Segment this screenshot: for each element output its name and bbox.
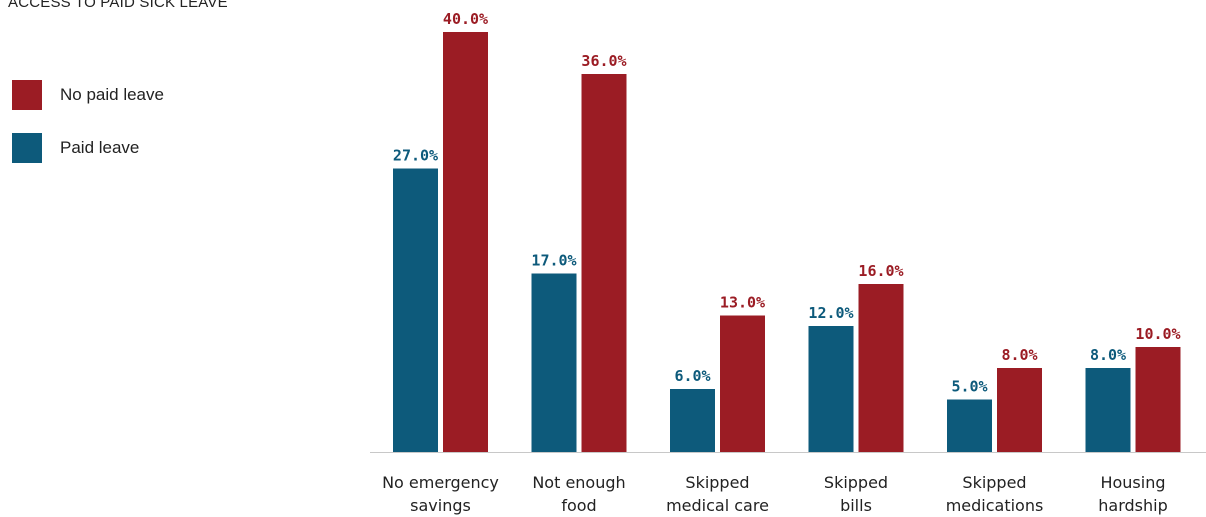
bar-no-paid-leave xyxy=(858,284,904,452)
data-label-paid-leave: 27.0% xyxy=(393,147,438,165)
bar-no-paid-leave xyxy=(997,368,1042,452)
data-label-no-paid-leave: 8.0% xyxy=(1001,346,1037,364)
data-label-no-paid-leave: 40.0% xyxy=(443,10,488,28)
category-label: Skipped medical care xyxy=(666,473,769,515)
category-label: No emergency savings xyxy=(382,473,499,515)
legend-swatch-paid-leave xyxy=(12,133,42,163)
bar-paid-leave xyxy=(1085,368,1131,452)
data-label-no-paid-leave: 36.0% xyxy=(581,52,626,70)
bar-paid-leave xyxy=(670,389,715,452)
legend-title: ACCESS TO PAID SICK LEAVE xyxy=(8,0,228,11)
data-label-paid-leave: 12.0% xyxy=(808,304,853,322)
bar-paid-leave xyxy=(947,399,992,452)
category-label: Not enough food xyxy=(532,473,625,515)
bar-no-paid-leave xyxy=(581,74,627,452)
legend-item-no-paid-leave: No paid leave xyxy=(12,80,164,110)
legend-swatch-no-paid-leave xyxy=(12,80,42,110)
data-label-no-paid-leave: 16.0% xyxy=(858,262,903,280)
bar-paid-leave xyxy=(393,168,438,452)
legend-label-no-paid-leave: No paid leave xyxy=(60,85,164,104)
category-label: Skipped bills xyxy=(824,473,888,515)
legend-item-paid-leave: Paid leave xyxy=(12,133,139,163)
category-label: Housing hardship xyxy=(1098,473,1167,515)
legend-label-paid-leave: Paid leave xyxy=(60,138,140,157)
bar-paid-leave xyxy=(531,273,577,452)
bar-no-paid-leave xyxy=(443,32,488,452)
data-label-no-paid-leave: 13.0% xyxy=(720,294,765,312)
bar-paid-leave xyxy=(808,326,854,452)
data-label-no-paid-leave: 10.0% xyxy=(1135,325,1180,343)
data-label-paid-leave: 5.0% xyxy=(951,378,987,396)
bar-no-paid-leave xyxy=(720,315,765,452)
bar-no-paid-leave xyxy=(1135,347,1181,452)
data-label-paid-leave: 17.0% xyxy=(531,252,576,270)
category-label: Skipped medications xyxy=(946,473,1044,515)
data-label-paid-leave: 6.0% xyxy=(674,367,710,385)
data-label-paid-leave: 8.0% xyxy=(1090,346,1126,364)
